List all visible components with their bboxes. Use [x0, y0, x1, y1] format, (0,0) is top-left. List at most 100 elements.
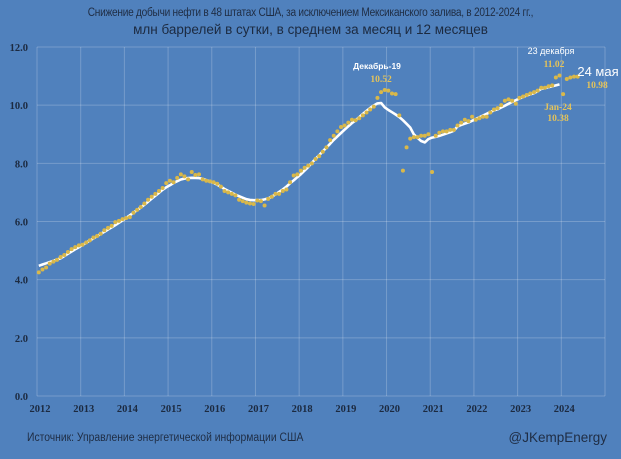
monthly-dot [379, 90, 384, 95]
monthly-dot [455, 123, 460, 128]
monthly-dot [532, 90, 536, 95]
monthly-dot [65, 250, 70, 255]
monthly-dot [360, 113, 365, 118]
monthly-dot [98, 231, 103, 236]
monthly-dot [364, 110, 369, 115]
monthly-dot [248, 201, 252, 206]
monthly-dot [280, 188, 285, 193]
y-tick-label: 2.0 [15, 334, 28, 345]
monthly-dot [542, 85, 547, 90]
monthly-dot [135, 207, 140, 212]
monthly-dot [561, 92, 566, 97]
monthly-dot [55, 257, 60, 262]
monthly-dot [251, 202, 256, 207]
monthly-dot [266, 196, 271, 201]
monthly-dot [306, 163, 311, 168]
x-tick-label: 2015 [161, 404, 182, 415]
monthly-dot [277, 191, 282, 196]
monthly-dot [484, 114, 489, 119]
monthly-dot [368, 107, 373, 112]
monthly-dot [521, 94, 526, 99]
annotation-jan24-value: 10.38 [547, 114, 569, 124]
monthly-dot [499, 103, 504, 108]
annotation-dec19-value: 10.52 [370, 75, 392, 85]
monthly-dot [539, 85, 544, 90]
monthly-dot [433, 133, 438, 138]
monthly-dots [36, 73, 580, 275]
monthly-dot [513, 101, 518, 106]
monthly-dot [258, 199, 263, 204]
monthly-dot [444, 129, 449, 134]
monthly-dot [197, 172, 202, 177]
monthly-dot [109, 223, 114, 228]
monthly-dot [524, 92, 529, 97]
monthly-dot [357, 116, 362, 121]
monthly-dot [404, 145, 409, 150]
monthly-dot [502, 98, 507, 103]
monthly-dot [120, 217, 125, 222]
x-tick-label: 2019 [335, 404, 356, 415]
monthly-dot [415, 135, 420, 140]
monthly-dot [204, 178, 209, 183]
monthly-dot [171, 180, 176, 185]
monthly-dot [550, 83, 555, 88]
chart-subtitle: млн баррелей в сутки, в среднем за месяц… [133, 22, 488, 37]
monthly-dot [288, 180, 293, 185]
monthly-dot [164, 181, 169, 186]
y-tick-label: 12.0 [10, 43, 28, 54]
monthly-dot [448, 127, 453, 132]
monthly-dot [84, 240, 89, 245]
monthly-dot [106, 225, 110, 230]
monthly-dot [535, 88, 540, 93]
x-tick-label: 2024 [554, 404, 576, 415]
monthly-dot [470, 114, 475, 119]
monthly-dot [302, 165, 307, 170]
monthly-dot [80, 242, 85, 247]
monthly-dot [546, 84, 551, 89]
monthly-dot [237, 197, 242, 202]
monthly-dot [156, 188, 161, 193]
monthly-dot [477, 116, 482, 121]
x-tick-label: 2022 [466, 404, 487, 415]
monthly-dot [339, 124, 344, 129]
monthly-dot [95, 234, 100, 239]
monthly-dot [506, 97, 511, 102]
monthly-dot [317, 154, 322, 159]
x-tick-label: 2023 [510, 404, 531, 415]
monthly-dot [40, 267, 45, 272]
chart-title: Снижение добычи нефти в 48 штатах США, з… [87, 7, 534, 19]
monthly-dot [229, 191, 234, 196]
monthly-dot [320, 149, 325, 154]
annotation-may24-label: 24 мая [577, 64, 618, 79]
monthly-dot [335, 129, 340, 134]
monthly-dot [146, 197, 151, 202]
monthly-dot [568, 75, 573, 80]
monthly-dot [47, 261, 52, 266]
annotation-dec19-label: Декабрь-19 [353, 61, 401, 71]
monthly-dot [131, 210, 136, 215]
monthly-dot [572, 74, 577, 79]
monthly-dot [349, 117, 354, 122]
monthly-dot [127, 215, 132, 220]
monthly-dot [313, 156, 318, 161]
monthly-dot [178, 172, 183, 177]
monthly-dot [262, 203, 267, 208]
monthly-dot [324, 145, 329, 150]
monthly-dot [215, 181, 220, 186]
monthly-dot [481, 114, 486, 119]
monthly-dot [255, 198, 260, 203]
monthly-dot [411, 135, 416, 140]
monthly-dot [36, 270, 41, 275]
monthly-dot [182, 174, 187, 179]
monthly-dot [102, 228, 107, 233]
monthly-dot [510, 98, 515, 103]
x-axis-ticks: 2012 2013 2014 2015 2016 2017 2018 2019 2020 2021… [30, 404, 576, 415]
x-tick-label: 2020 [379, 404, 400, 415]
monthly-dot [371, 104, 376, 109]
monthly-dot [459, 120, 464, 125]
monthly-dot [328, 138, 333, 143]
monthly-dot [353, 118, 358, 123]
monthly-dot [244, 200, 249, 205]
x-tick-label: 2021 [423, 404, 444, 415]
